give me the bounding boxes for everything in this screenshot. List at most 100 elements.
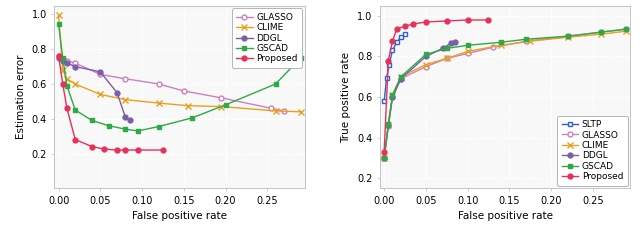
Line: DDGL: DDGL — [56, 55, 132, 123]
GSCAD — [497, 41, 505, 44]
Line: Proposed: Proposed — [381, 18, 491, 154]
DDGL — [59, 60, 67, 63]
GSCAD — [63, 84, 71, 87]
CLIME — [388, 94, 396, 96]
DDGL — [422, 55, 429, 58]
X-axis label: False positive rate: False positive rate — [458, 211, 553, 222]
Y-axis label: True positive rate: True positive rate — [341, 52, 351, 143]
CLIME — [97, 93, 104, 96]
GLASSO — [155, 83, 163, 85]
GSCAD — [464, 44, 472, 47]
Proposed — [72, 138, 79, 141]
CLIME — [59, 69, 67, 71]
GSCAD — [443, 47, 451, 50]
GSCAD — [72, 109, 79, 111]
Proposed — [385, 59, 392, 62]
CLIME — [122, 98, 129, 101]
Proposed — [63, 107, 71, 110]
DDGL — [55, 57, 63, 59]
Proposed — [393, 28, 401, 30]
Proposed — [159, 149, 167, 151]
Y-axis label: Estimation error: Estimation error — [16, 55, 26, 139]
GSCAD — [272, 83, 280, 85]
GLASSO — [422, 65, 429, 68]
Proposed — [100, 148, 108, 151]
Line: CLIME: CLIME — [56, 12, 303, 115]
GSCAD — [134, 130, 141, 132]
GLASSO — [72, 62, 79, 64]
Legend: GLASSO, CLIME, DDGL, GSCAD, Proposed: GLASSO, CLIME, DDGL, GSCAD, Proposed — [232, 9, 302, 68]
GLASSO — [218, 97, 225, 99]
DDGL — [385, 124, 392, 127]
DDGL — [451, 41, 459, 44]
DDGL — [388, 96, 396, 98]
Proposed — [484, 18, 492, 21]
GSCAD — [564, 35, 572, 38]
DDGL — [122, 116, 129, 119]
GSCAD — [155, 125, 163, 128]
GSCAD — [188, 116, 196, 119]
CLIME — [55, 14, 63, 17]
CLIME — [422, 63, 429, 66]
Proposed — [380, 150, 388, 153]
GSCAD — [622, 28, 630, 30]
Line: GSCAD: GSCAD — [56, 21, 303, 133]
Proposed — [464, 18, 472, 21]
GSCAD — [422, 53, 429, 56]
GLASSO — [55, 55, 63, 58]
CLIME — [526, 40, 534, 43]
Proposed — [55, 55, 63, 58]
GLASSO — [380, 156, 388, 159]
GLASSO — [280, 109, 288, 112]
GSCAD — [380, 156, 388, 159]
GLASSO — [268, 107, 275, 110]
CLIME — [385, 124, 392, 127]
SLTP — [388, 49, 396, 52]
GLASSO — [97, 73, 104, 76]
CLIME — [272, 109, 280, 112]
DDGL — [125, 119, 133, 122]
SLTP — [397, 36, 404, 39]
GLASSO — [597, 31, 605, 33]
GSCAD — [55, 23, 63, 25]
CLIME — [184, 104, 192, 107]
GLASSO — [180, 90, 188, 92]
CLIME — [443, 57, 451, 60]
Proposed — [388, 40, 396, 43]
GLASSO — [385, 125, 392, 128]
DDGL — [380, 156, 388, 159]
Proposed — [113, 149, 121, 151]
CLIME — [72, 83, 79, 85]
Proposed — [401, 25, 409, 27]
Proposed — [422, 21, 429, 23]
CLIME — [497, 44, 505, 47]
CLIME — [218, 105, 225, 108]
SLTP — [401, 33, 409, 36]
GLASSO — [59, 57, 67, 60]
SLTP — [383, 76, 390, 79]
GLASSO — [388, 96, 396, 98]
Line: DDGL: DDGL — [381, 40, 458, 160]
GLASSO — [622, 28, 630, 30]
GLASSO — [564, 35, 572, 38]
DDGL — [447, 42, 455, 45]
CLIME — [155, 102, 163, 104]
GSCAD — [385, 123, 392, 126]
GLASSO — [397, 77, 404, 80]
Line: SLTP: SLTP — [381, 32, 408, 103]
DDGL — [63, 62, 71, 64]
SLTP — [380, 100, 388, 103]
CLIME — [597, 33, 605, 36]
Proposed — [443, 20, 451, 22]
GSCAD — [397, 75, 404, 78]
CLIME — [397, 75, 404, 78]
CLIME — [380, 156, 388, 159]
Proposed — [122, 149, 129, 151]
GLASSO — [489, 46, 497, 49]
GSCAD — [59, 57, 67, 59]
CLIME — [464, 50, 472, 53]
GSCAD — [221, 103, 229, 106]
DDGL — [113, 91, 121, 94]
GLASSO — [122, 77, 129, 80]
GSCAD — [597, 31, 605, 33]
